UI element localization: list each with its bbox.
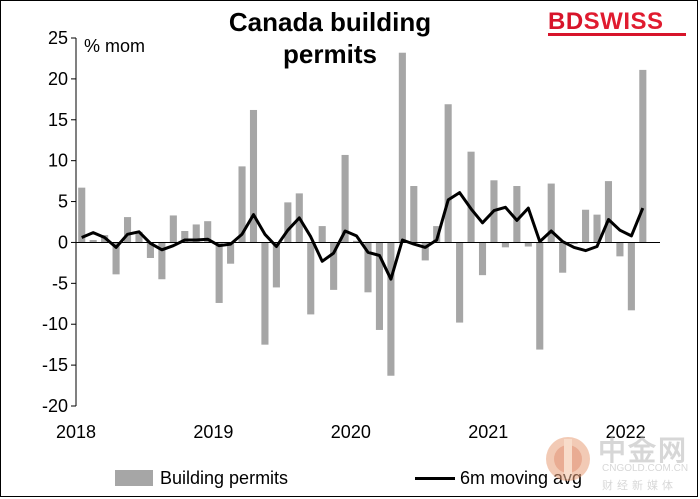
bar-2020-03 (375, 242, 384, 330)
bar-2020-02 (364, 242, 372, 293)
bar-2021-04 (524, 242, 532, 247)
bar-2018-01 (78, 187, 86, 243)
legend-swatch-line (415, 477, 455, 480)
watermark-name: 中金网 (598, 434, 689, 467)
chart-title: Canada building permits (228, 7, 432, 69)
y-tick-label: 10 (48, 151, 68, 171)
watermark-subtitle: 财经新媒体 (602, 479, 677, 492)
bar-2019-10 (318, 226, 326, 243)
bar-2021-12 (616, 242, 624, 257)
watermark: 中金网 CNGOLD.COM.CN 财经新媒体 (540, 425, 700, 497)
bar-2018-06 (135, 231, 143, 243)
y-tick-label: -5 (52, 273, 68, 293)
bar-2020-07 (421, 242, 429, 261)
bar-2020-09 (444, 104, 452, 243)
bar-2021-02 (501, 242, 509, 248)
y-tick-label: 0 (58, 232, 68, 252)
y-tick-label: -20 (42, 396, 68, 416)
bar-2019-09 (307, 242, 315, 315)
bar-2020-10 (456, 242, 464, 323)
bar-2022-01 (627, 242, 635, 311)
x-tick-label-2019: 2019 (193, 422, 233, 442)
bar-2019-02 (227, 242, 235, 264)
bar-2021-05 (536, 242, 544, 350)
brand-logo: BDSWISS (548, 8, 664, 36)
bar-2020-05 (398, 52, 406, 243)
y-tick-label: 15 (48, 110, 68, 130)
y-tick-label: -15 (42, 355, 68, 375)
bar-2021-07 (559, 242, 567, 273)
bar-2021-08 (570, 242, 578, 245)
bar-2019-07 (284, 202, 292, 243)
bar-2018-11 (192, 224, 200, 243)
legend-label-building-permits: Building permits (160, 468, 289, 488)
bar-2018-07 (146, 242, 154, 258)
x-tick-label-2020: 2020 (331, 422, 371, 442)
y-tick-label: 5 (58, 192, 68, 212)
bar-2018-05 (123, 217, 132, 243)
bar-2019-06 (272, 242, 280, 288)
y-tick-label: 20 (48, 69, 68, 89)
bar-2021-10 (593, 214, 601, 243)
bar-2018-04 (112, 242, 120, 275)
bar-2018-09 (169, 215, 177, 243)
bar-2020-12 (478, 242, 487, 276)
bar-2018-08 (158, 242, 166, 280)
bar-2020-01 (352, 240, 361, 243)
bar-2021-03 (513, 186, 521, 243)
y-tick-label: 25 (48, 28, 68, 48)
bar-2018-02 (89, 239, 97, 243)
bar-2019-01 (215, 242, 223, 303)
bar-2019-03 (238, 166, 246, 243)
bar-2019-04 (249, 109, 258, 243)
bar-2019-05 (261, 242, 269, 345)
brand-underline (548, 33, 686, 36)
bar-2019-11 (330, 242, 338, 290)
x-tick-label-2018: 2018 (56, 422, 96, 442)
bar-2020-08 (433, 226, 441, 243)
x-tick-label-2022: 2022 (606, 422, 646, 442)
watermark-logo-icon (546, 437, 590, 481)
bar-2019-12 (341, 154, 349, 243)
bar-2022-02 (639, 69, 647, 243)
watermark-url: CNGOLD.COM.CN (602, 463, 689, 474)
x-tick-label-2021: 2021 (468, 422, 508, 442)
bar-2021-11 (604, 181, 613, 243)
bar-2018-10 (181, 230, 189, 243)
bar-2021-06 (547, 183, 555, 243)
bar-2020-04 (387, 242, 395, 376)
bar-2020-11 (467, 151, 475, 243)
bar-2018-12 (204, 221, 212, 243)
moving-average-line (81, 191, 645, 281)
y-tick-label: -10 (42, 314, 68, 334)
brand-logo-swiss: SWISS (583, 8, 664, 35)
brand-logo-bd: BD (548, 8, 584, 35)
y-unit-label: % mom (84, 36, 146, 56)
bar-2020-06 (410, 186, 418, 243)
legend-swatch-bar (115, 470, 153, 486)
bar-2021-09 (582, 209, 590, 243)
